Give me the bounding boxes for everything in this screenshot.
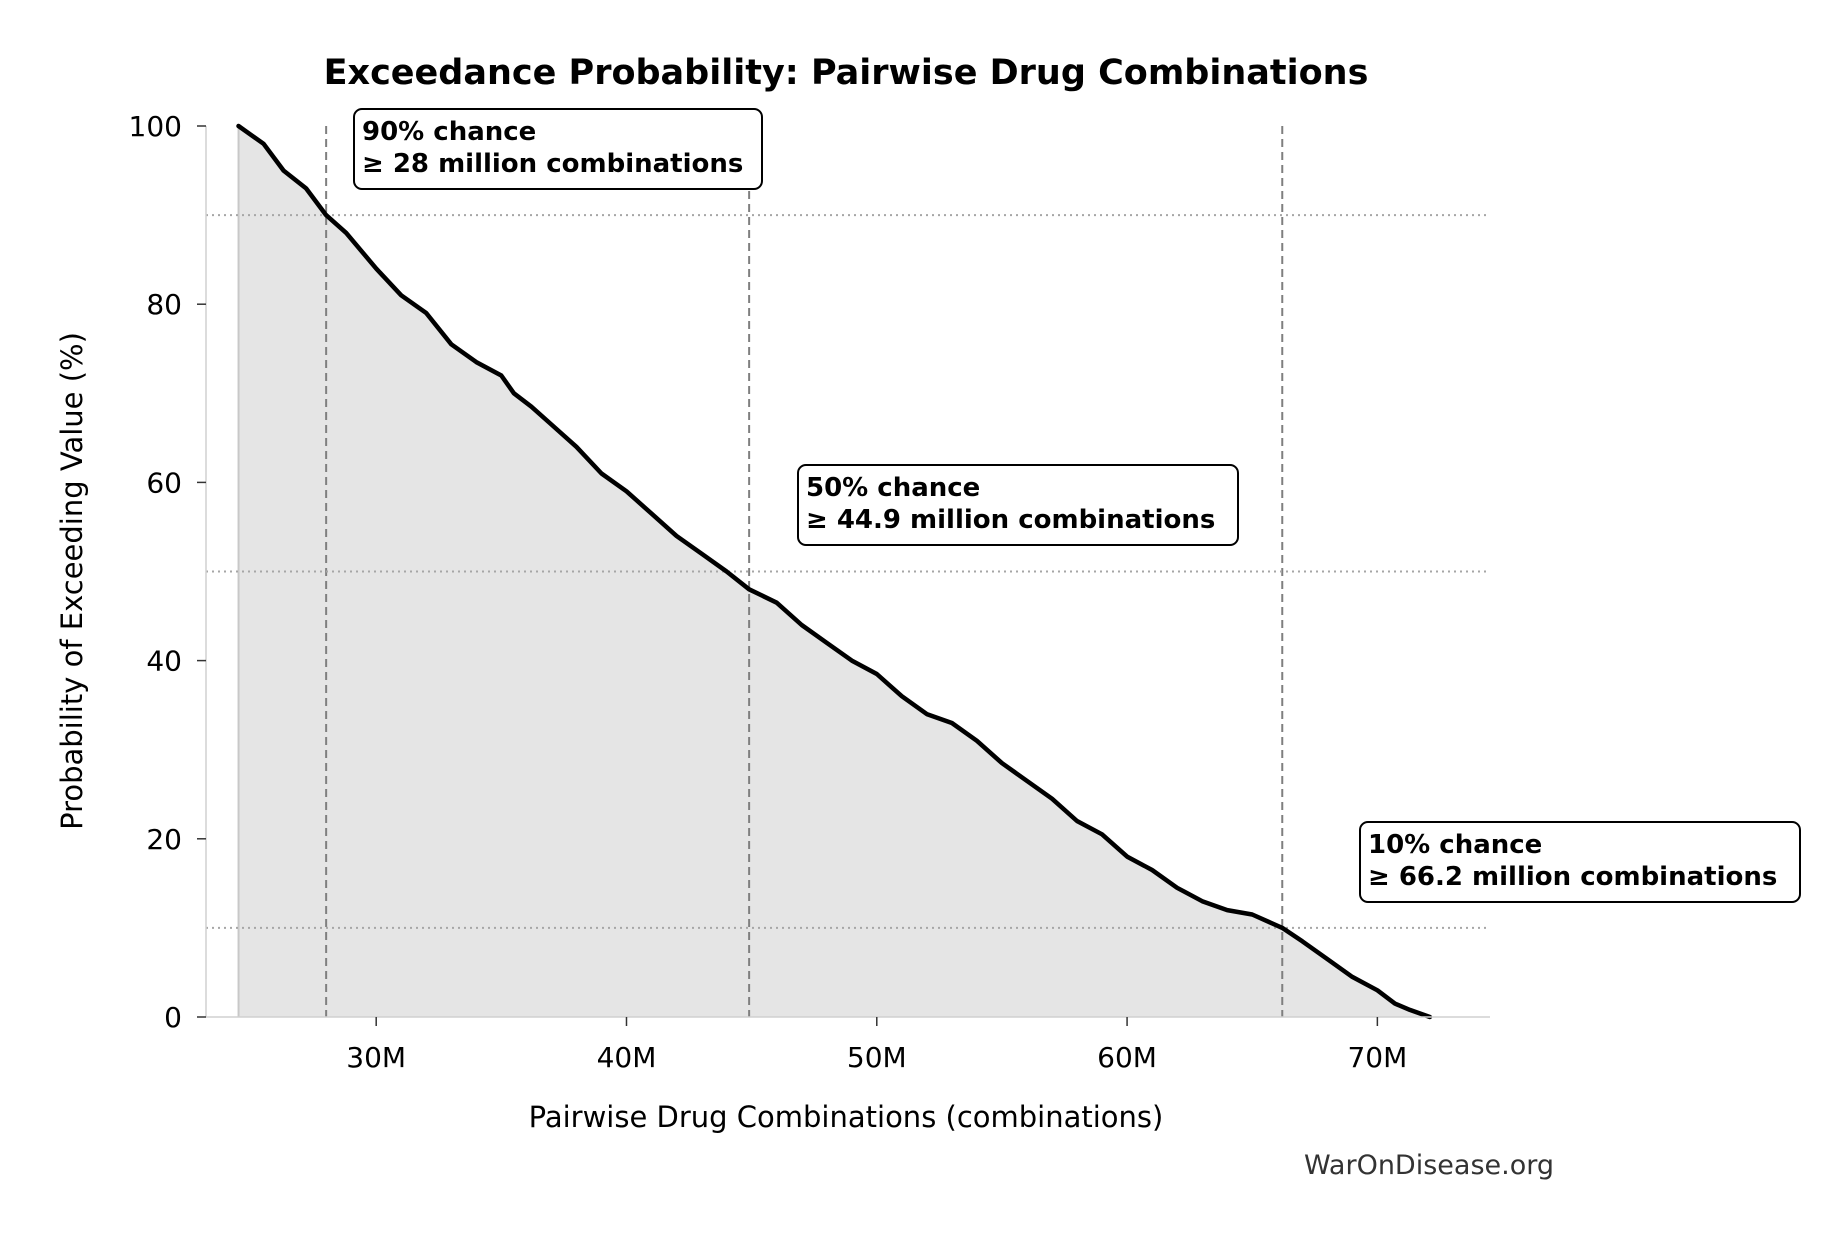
annotation-90-percent: 90% chance ≥ 28 million combinations — [353, 108, 763, 190]
annotation-box — [353, 108, 763, 190]
y-tick-label: 80 — [146, 288, 182, 321]
chart-title: Exceedance Probability: Pairwise Drug Co… — [324, 53, 1369, 93]
annotation-line1: 90% chance — [362, 117, 536, 147]
exceedance-curve — [236, 123, 1433, 1020]
annotation-50-percent: 50% chance ≥ 44.9 million combinations — [797, 464, 1239, 546]
annotations: 90% chance ≥ 28 million combinations 50%… — [353, 108, 1801, 903]
x-tick-label: 60M — [1097, 1041, 1157, 1074]
x-tick-label: 70M — [1347, 1041, 1407, 1074]
plot-area — [206, 123, 1490, 1020]
x-tick-label: 50M — [847, 1041, 907, 1074]
x-tick-label: 40M — [597, 1041, 657, 1074]
annotation-line1: 50% chance — [806, 473, 980, 503]
annotation-line2: ≥ 66.2 million combinations — [1368, 862, 1777, 892]
x-axis-label: Pairwise Drug Combinations (combinations… — [529, 1100, 1164, 1134]
source-label: WarOnDisease.org — [1304, 1150, 1554, 1181]
annotation-10-percent: 10% chance ≥ 66.2 million combinations — [1359, 821, 1801, 903]
annotation-box — [797, 464, 1239, 546]
annotation-line2: ≥ 28 million combinations — [362, 149, 743, 179]
exceedance-area-fill — [238, 126, 1430, 1017]
y-axis-ticks: 0 20 40 60 80 100 — [129, 110, 206, 1034]
x-tick-label: 30M — [346, 1041, 406, 1074]
y-tick-label: 60 — [146, 466, 182, 499]
y-axis-label: Probability of Exceeding Value (%) — [55, 332, 89, 830]
y-tick-label: 40 — [146, 645, 182, 678]
y-tick-label: 100 — [129, 110, 182, 143]
annotation-line2: ≥ 44.9 million combinations — [806, 505, 1215, 535]
annotation-box — [1359, 821, 1801, 903]
y-tick-label: 0 — [164, 1001, 182, 1034]
x-axis-ticks: 30M 40M 50M 60M 70M — [346, 1017, 1407, 1074]
reference-horizontal-lines — [206, 214, 1490, 929]
y-tick-label: 20 — [146, 823, 182, 856]
annotation-line1: 10% chance — [1368, 830, 1542, 860]
